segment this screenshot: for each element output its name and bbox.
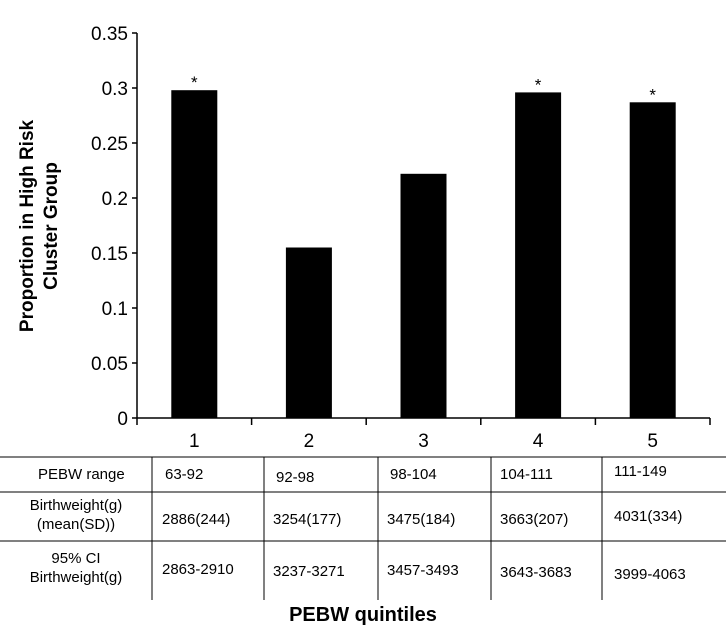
table-header-birthweight: Birthweight(g) (mean(SD)): [0, 496, 152, 534]
table-cell: 3237-3271: [273, 563, 345, 580]
table-cell: 4031(334): [614, 508, 683, 525]
table-header-ci-line-1: 95% CI: [51, 550, 101, 567]
table-grid: [0, 456, 726, 600]
significance-marker: *: [191, 73, 198, 92]
x-axis-title: PEBW quintiles: [289, 604, 437, 626]
significance-marker: *: [535, 75, 542, 94]
table-cell: 3457-3493: [387, 562, 459, 579]
x-tick-label: 1: [189, 431, 200, 452]
y-axis-title-line-1: Proportion in High Risk: [17, 119, 38, 332]
table-cell: 3663(207): [500, 511, 569, 528]
table-cell: 104-111: [500, 466, 553, 483]
table-cell: 98-104: [390, 466, 437, 483]
bar: [400, 173, 447, 418]
table-cell: 2886(244): [162, 511, 231, 528]
table-cell: 111-149: [614, 463, 667, 480]
table-header-birthweight-line-2: (mean(SD)): [36, 516, 116, 533]
bar: [515, 92, 562, 419]
bar: [171, 90, 218, 418]
table-cell: 92-98: [276, 469, 315, 486]
y-tick-label: 0.05: [91, 354, 128, 375]
table-header-birthweight-line-1: Birthweight(g): [29, 497, 123, 514]
bars: * * *: [171, 73, 676, 419]
table-cell: 3643-3683: [500, 564, 572, 581]
table-header-ci-line-2: Birthweight(g): [29, 569, 123, 586]
table-cell: 3999-4063: [614, 566, 686, 583]
table-header-pebw-range: PEBW range: [38, 466, 125, 483]
x-tick-label: 2: [304, 431, 315, 452]
x-tick-label: 3: [418, 431, 429, 452]
y-tick-label: 0.3: [102, 79, 128, 100]
y-tick-label: 0.2: [102, 189, 128, 210]
y-axis-title-line-2: Cluster Group: [41, 162, 62, 290]
y-ticks: 0 0.05 0.1 0.15 0.2 0.25 0.3 0.35: [91, 24, 137, 430]
y-tick-label: 0.1: [102, 299, 128, 320]
table-header-ci: 95% CI Birthweight(g): [0, 549, 152, 587]
x-ticks: 1 2 3 4 5: [136, 418, 711, 452]
table-cell: 3254(177): [273, 511, 342, 528]
table-cell: 3475(184): [387, 511, 456, 528]
y-tick-label: 0.35: [91, 24, 128, 45]
bar: [629, 102, 676, 419]
table-cell: 2863-2910: [162, 561, 234, 578]
bar: [285, 247, 332, 418]
y-tick-label: 0.25: [91, 134, 128, 155]
significance-marker: *: [649, 85, 656, 104]
y-tick-label: 0.15: [91, 244, 128, 265]
x-tick-label: 4: [533, 431, 544, 452]
x-tick-label: 5: [647, 431, 658, 452]
y-tick-label: 0: [117, 409, 128, 430]
table-cell: 63-92: [165, 466, 204, 483]
